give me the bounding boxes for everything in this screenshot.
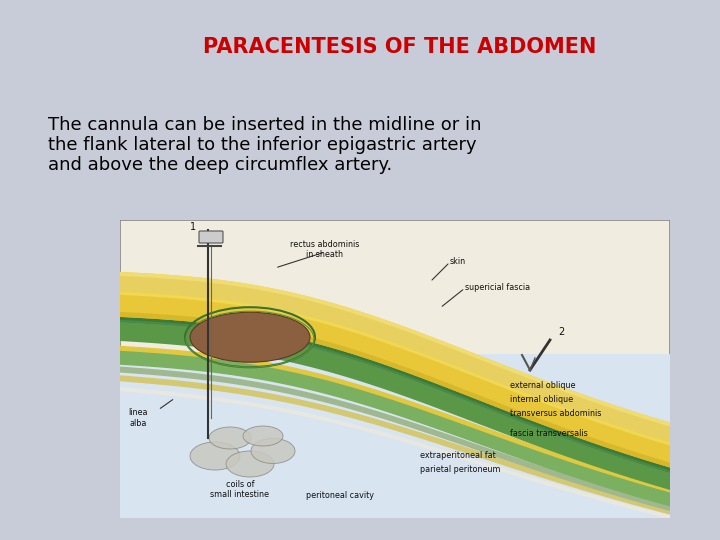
Text: transversus abdominis: transversus abdominis [510,409,601,418]
Polygon shape [120,375,670,515]
Text: parietal peritoneum: parietal peritoneum [420,465,500,475]
Text: external oblique: external oblique [510,381,575,389]
Text: internal oblique: internal oblique [510,395,573,404]
Ellipse shape [251,438,295,463]
Ellipse shape [190,312,310,362]
Text: coils of
small intestine: coils of small intestine [210,480,269,500]
Text: 2: 2 [558,327,564,337]
Text: linea
alba: linea alba [128,408,148,428]
Polygon shape [120,290,670,468]
Polygon shape [120,387,670,519]
Text: peritoneal cavity: peritoneal cavity [306,491,374,500]
Text: PARACENTESIS OF THE ABDOMEN: PARACENTESIS OF THE ABDOMEN [203,37,597,57]
FancyBboxPatch shape [120,220,670,518]
Polygon shape [120,317,670,470]
Text: rectus abdominis
in sheath: rectus abdominis in sheath [290,240,360,259]
Ellipse shape [226,451,274,477]
Text: 1: 1 [190,222,196,232]
Text: skin: skin [450,258,466,267]
Text: the flank lateral to the inferior epigastric artery: the flank lateral to the inferior epigas… [48,136,477,154]
FancyBboxPatch shape [120,354,670,518]
Polygon shape [120,290,670,446]
Text: The cannula can be inserted in the midline or in: The cannula can be inserted in the midli… [48,116,482,134]
Ellipse shape [190,442,240,470]
Polygon shape [120,312,670,472]
FancyBboxPatch shape [18,87,702,215]
Polygon shape [120,349,670,507]
Ellipse shape [209,427,251,449]
Text: and above the deep circumflex artery.: and above the deep circumflex artery. [48,156,392,174]
FancyBboxPatch shape [18,16,702,78]
Polygon shape [37,18,87,87]
Polygon shape [120,317,670,490]
Polygon shape [120,312,670,464]
Polygon shape [120,272,670,443]
Polygon shape [120,346,670,492]
Polygon shape [120,312,670,468]
Polygon shape [120,320,670,472]
FancyBboxPatch shape [199,231,223,243]
Text: extraperitoneal fat: extraperitoneal fat [420,451,496,461]
Text: supericial fascia: supericial fascia [465,284,530,293]
Polygon shape [120,272,670,427]
Polygon shape [120,367,670,511]
FancyBboxPatch shape [8,8,712,532]
Ellipse shape [243,426,283,446]
Text: fascia transversalis: fascia transversalis [510,429,588,438]
